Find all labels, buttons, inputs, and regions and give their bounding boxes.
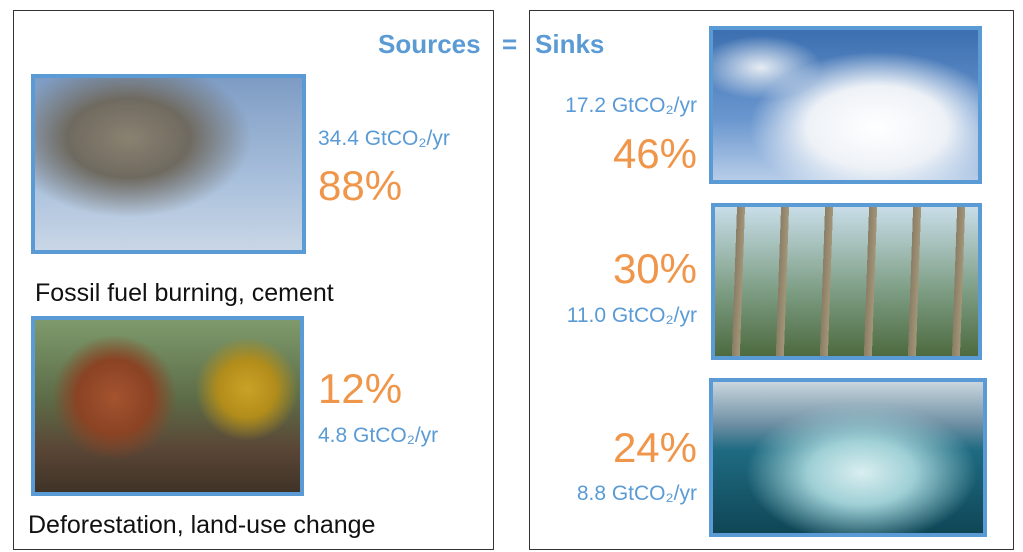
deforestation-photo [31,316,304,496]
source-share: 12% [318,365,403,412]
ocean-photo [709,378,987,537]
sink-share: 24% [612,424,697,471]
sources-heading: Sources [378,29,481,59]
sinks-panel [529,10,1014,550]
source-amount: 34.4 GtCO₂/yr [318,127,450,150]
forest-photo [711,203,982,360]
smokestack-photo [31,74,306,254]
source-label: Fossil fuel burning, cement [35,279,334,307]
source-label: Deforestation, land-use change [28,511,376,539]
sink-share: 30% [612,245,697,292]
sink-amount: 17.2 GtCO₂/yr [565,94,697,117]
equals-sign: = [502,29,518,59]
source-amount: 4.8 GtCO₂/yr [318,424,439,447]
sink-share: 46% [612,130,697,177]
sink-amount: 8.8 GtCO₂/yr [576,482,697,505]
sink-amount: 11.0 GtCO₂/yr [566,304,697,327]
sources-panel [13,10,494,550]
sinks-heading: Sinks [535,29,605,59]
source-share: 88% [318,162,403,209]
clouds-photo [709,26,982,184]
